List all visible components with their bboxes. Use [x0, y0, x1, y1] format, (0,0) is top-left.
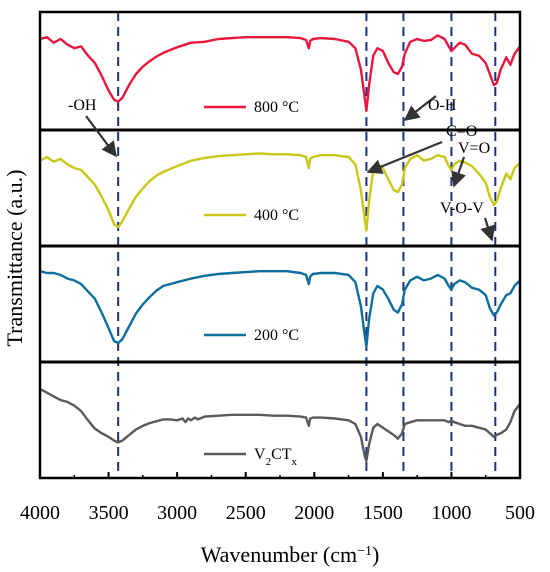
x-tick-label: 3000 [157, 502, 197, 524]
legend-3: V2CTx [204, 446, 298, 468]
legend-label: 400 °C [254, 207, 299, 224]
annotation-arrow [85, 115, 117, 158]
x-tick-label: 1500 [363, 502, 403, 524]
spectrum-line-3 [39, 387, 521, 462]
annotation-arrow [480, 217, 496, 242]
annotation-label: V=O [458, 140, 490, 157]
plot-frame [38, 10, 522, 480]
legends: 800 °C 400 °C 200 °C V2CTx [204, 99, 299, 468]
x-tick-label: 2500 [226, 502, 266, 524]
legend-1: 400 °C [204, 207, 299, 224]
x-tick-label: 500 [505, 502, 535, 524]
x-axis-ticks: 4000 3500 3000 2500 2000 1500 1000 500 [20, 472, 535, 524]
annotation-label: C=O [446, 123, 477, 140]
annotation-label: O-H [428, 97, 457, 114]
x-tick-label: 4000 [20, 502, 60, 524]
x-axis-title: Wavenumber (cm−1) [201, 542, 380, 567]
legend-label: V2CTx [254, 446, 298, 468]
x-tick-label: 2000 [294, 502, 334, 524]
spectrum-line-0 [39, 34, 521, 113]
annotation-4: V-O-V [440, 200, 496, 242]
annotations: -OH O-H C=OV=O V-O-V [68, 95, 496, 242]
annotation-label: -OH [68, 97, 97, 114]
legend-2: 200 °C [204, 327, 299, 344]
annotation-label: V-O-V [440, 200, 484, 217]
x-tick-label: 1000 [431, 502, 471, 524]
annotation-arrow [403, 95, 437, 121]
legend-label: 800 °C [254, 99, 299, 116]
spectrum-line-2 [39, 270, 521, 348]
y-axis-title: Transmittance (a.u.) [2, 170, 27, 347]
annotation-0: -OH [68, 97, 117, 158]
x-tick-label: 3500 [89, 502, 129, 524]
legend-0: 800 °C [204, 99, 299, 116]
annotation-3: V=O [451, 140, 490, 188]
spectrum-line-1 [39, 152, 521, 232]
annotation-1: O-H [403, 95, 457, 121]
annotation-2: C=O [366, 123, 477, 174]
spectra [39, 34, 521, 462]
legend-label: 200 °C [254, 327, 299, 344]
annotation-arrow [366, 140, 443, 174]
annotation-arrow [451, 156, 466, 188]
